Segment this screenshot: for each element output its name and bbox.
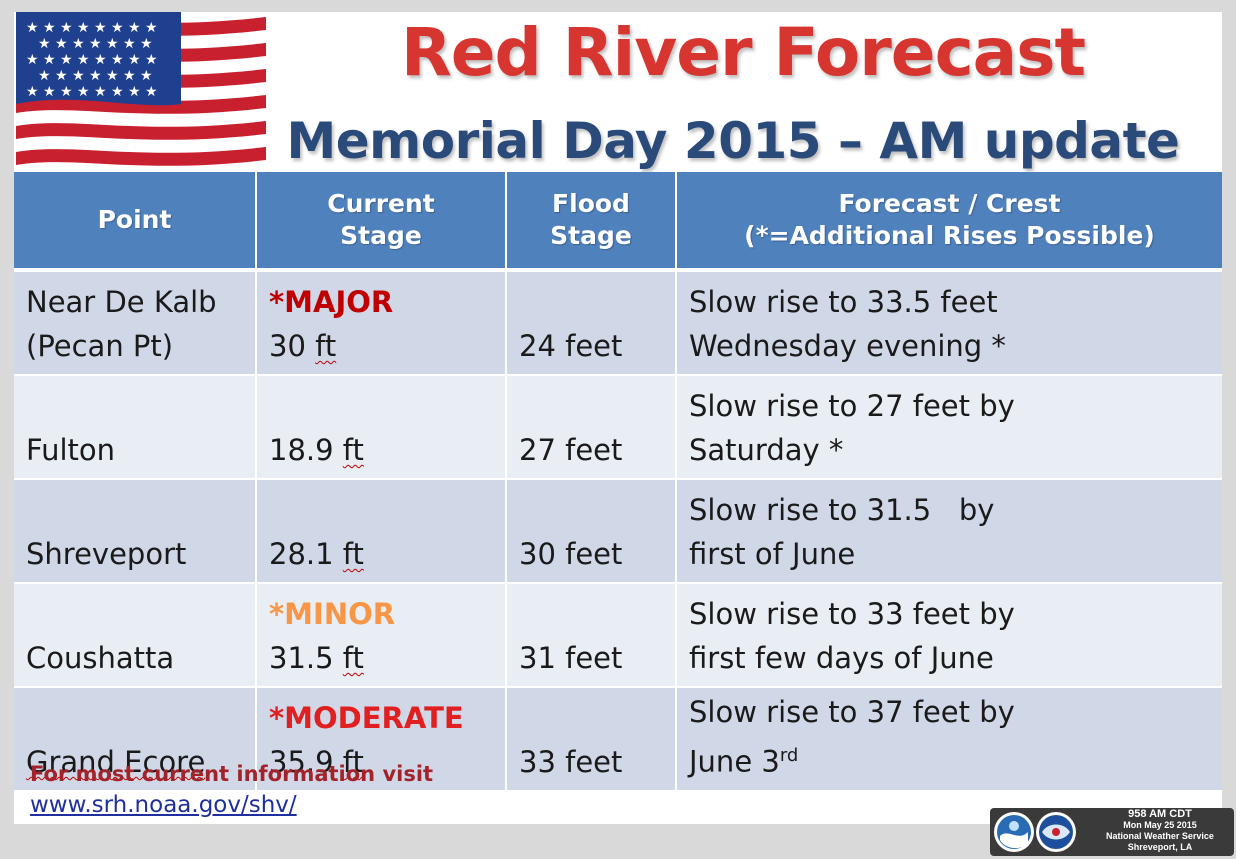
current-stage-cell: *MINOR 31.5 ft [256,583,507,688]
table-row: Fulton 18.9 ft 27 feet Slow rise to 27 f… [14,375,1222,480]
table-row: Grand Ecore *MODERATE 35.9 ft 33 feet Sl… [14,687,1222,792]
flood-stage-cell: 33 feet [506,687,677,792]
current-stage-cell: 28.1 ft [256,479,507,584]
nws-timestamp-stamp: 958 AM CDT Mon May 25 2015 National Weat… [990,808,1234,856]
forecast-cell: Slow rise to 31.5 by first of June [676,479,1222,584]
table-row: Coushatta *MINOR 31.5 ft 31 feet Slow ri… [14,583,1222,688]
american-flag-image: ★ ★ ★ ★ ★ ★ ★ ★ ★ ★ ★ ★ ★ ★ ★ ★ ★ ★ ★ ★ … [16,12,266,182]
header-current-stage: Current Stage [256,172,507,272]
header-forecast-crest: Forecast / Crest (*=Additional Rises Pos… [676,172,1222,272]
svg-text:★ ★ ★ ★ ★ ★ ★ ★: ★ ★ ★ ★ ★ ★ ★ ★ [26,84,158,100]
flood-stage-cell: 24 feet [506,270,677,376]
stamp-location: Shreveport, LA [1127,842,1193,852]
table-header-row: Point Current Stage Flood Stage Forecast… [14,172,1222,272]
page-title: Red River Forecast [400,14,1086,91]
current-stage-cell: *MODERATE 35.9 ft [256,687,507,792]
header-point: Point [14,172,257,272]
header-flood-stage: Flood Stage [506,172,677,272]
category-badge-major: *MAJOR [269,285,394,319]
forecast-cell: Slow rise to 33.5 feet Wednesday evening… [676,270,1222,376]
table-row: Shreveport 28.1 ft 30 feet Slow rise to … [14,479,1222,584]
flood-stage-cell: 27 feet [506,375,677,480]
current-stage-cell: *MAJOR 30 ft [256,270,507,376]
category-badge-moderate: *MODERATE [269,701,464,735]
category-badge-minor: *MINOR [269,597,396,631]
forecast-cell: Slow rise to 27 feet by Saturday * [676,375,1222,480]
svg-text:★ ★ ★ ★ ★ ★ ★: ★ ★ ★ ★ ★ ★ ★ [38,36,153,52]
stamp-date: Mon May 25 2015 [1123,820,1197,830]
noaa-nws-logos-icon [992,810,1088,854]
svg-text:★ ★ ★ ★ ★ ★ ★ ★: ★ ★ ★ ★ ★ ★ ★ ★ [26,52,158,68]
point-cell: Near De Kalb (Pecan Pt) [14,270,257,376]
stamp-office: National Weather Service [1106,831,1214,841]
flood-stage-cell: 30 feet [506,479,677,584]
point-cell: Coushatta [14,583,257,688]
footer-info-text: For most current information visit [30,762,434,786]
table-row: Near De Kalb (Pecan Pt) *MAJOR 30 ft 24 … [14,270,1222,376]
footer-link[interactable]: www.srh.noaa.gov/shv/ [30,792,297,818]
forecast-cell: Slow rise to 33 feet by first few days o… [676,583,1222,688]
svg-text:★ ★ ★ ★ ★ ★ ★ ★: ★ ★ ★ ★ ★ ★ ★ ★ [26,20,158,36]
flood-stage-cell: 31 feet [506,583,677,688]
svg-text:★ ★ ★ ★ ★ ★ ★: ★ ★ ★ ★ ★ ★ ★ [38,68,153,84]
point-cell: Shreveport [14,479,257,584]
stamp-time: 958 AM CDT [1128,808,1192,820]
current-stage-cell: 18.9 ft [256,375,507,480]
point-cell: Fulton [14,375,257,480]
point-cell: Grand Ecore [14,687,257,792]
forecast-cell: Slow rise to 37 feet by June 3rd [676,687,1222,792]
forecast-table: Point Current Stage Flood Stage Forecast… [14,172,1222,792]
page-subtitle: Memorial Day 2015 – AM update [286,112,1180,170]
